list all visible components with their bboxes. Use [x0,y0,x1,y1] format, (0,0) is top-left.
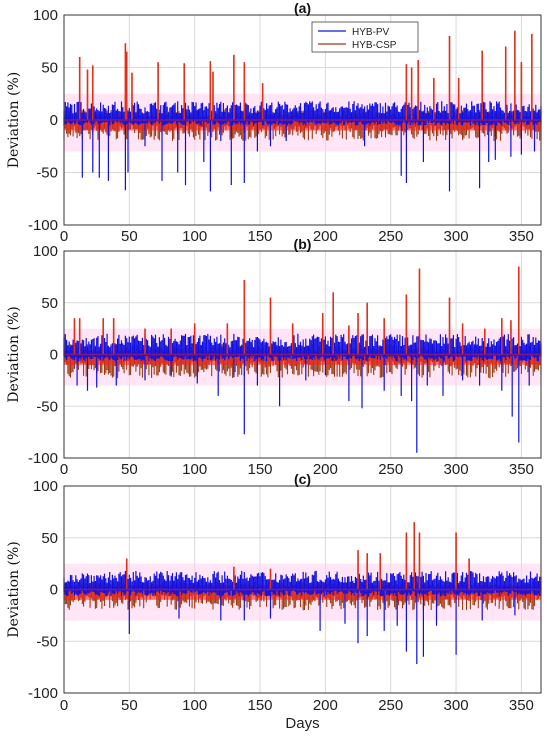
y-tick-label: -100 [28,217,58,234]
x-tick-label: 0 [60,228,68,245]
x-tick-label: 50 [121,228,138,245]
legend-entry: HYB-CSP [352,40,397,51]
axes-frame [63,250,542,459]
x-tick-label: 100 [182,461,207,478]
panel-title: (a) [294,0,311,16]
y-tick-label: 100 [33,243,58,260]
x-tick-label: 250 [378,697,403,714]
y-tick-label: 50 [41,295,58,312]
y-axis-label: Deviation (%) [6,541,22,637]
x-axis-label: Days [285,715,319,732]
x-tick-label: 250 [378,461,403,478]
y-axis-label: Deviation (%) [6,72,22,168]
x-tick-label: 200 [313,228,338,245]
x-tick-label: 250 [378,228,403,245]
x-tick-label: 200 [313,697,338,714]
x-tick-label: 50 [121,697,138,714]
x-tick-label: 150 [248,697,273,714]
x-tick-label: 150 [248,228,273,245]
x-tick-label: 300 [444,228,469,245]
panel-title: (b) [294,236,312,252]
x-tick-label: 300 [444,697,469,714]
y-tick-label: 0 [50,112,58,129]
x-tick-label: 150 [248,461,273,478]
y-tick-label: -100 [28,450,58,467]
x-tick-label: 0 [60,697,68,714]
axes-frame [63,14,542,226]
legend: HYB-PV HYB-CSP [311,21,419,53]
y-tick-label: 100 [33,7,58,24]
legend-entry: HYB-PV [352,27,390,38]
y-tick-label: 50 [41,60,58,77]
x-tick-label: 100 [182,697,207,714]
y-tick-label: -50 [36,165,58,182]
panel-title: (c) [294,471,311,487]
x-tick-label: 50 [121,461,138,478]
y-tick-label: -50 [36,633,58,650]
y-axis-label: Deviation (%) [6,306,22,402]
x-tick-label: 350 [509,228,534,245]
x-tick-label: 300 [444,461,469,478]
y-tick-label: -100 [28,685,58,702]
x-tick-label: 100 [182,228,207,245]
y-tick-label: 0 [50,582,58,599]
x-tick-label: 350 [509,461,534,478]
y-tick-label: -50 [36,398,58,415]
y-tick-label: 50 [41,530,58,547]
x-tick-label: 350 [509,697,534,714]
x-tick-label: 0 [60,461,68,478]
x-tick-label: 200 [313,461,338,478]
axes-frame [63,485,542,694]
legend-box [311,21,419,53]
y-tick-label: 0 [50,347,58,364]
y-tick-label: 100 [33,478,58,495]
